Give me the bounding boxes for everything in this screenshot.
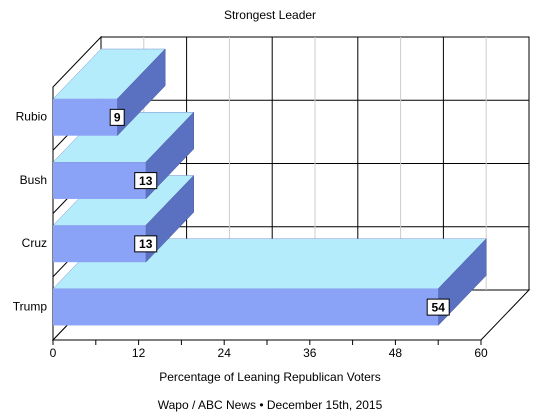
value-label: 9 (114, 111, 121, 125)
bar (53, 99, 118, 136)
y-tick-label: Cruz (22, 236, 47, 250)
x-axis-label: Percentage of Leaning Republican Voters (159, 370, 381, 384)
y-tick-label: Rubio (16, 110, 48, 124)
y-tick-label: Trump (13, 299, 48, 313)
value-label: 13 (139, 237, 153, 251)
x-tick-label: 36 (303, 346, 317, 360)
x-tick-label: 24 (218, 346, 232, 360)
bar (53, 288, 439, 326)
value-label: 54 (432, 300, 446, 314)
value-label-box (134, 172, 158, 190)
x-tick-label: 60 (474, 346, 488, 360)
chart-title: Strongest Leader (224, 8, 316, 22)
value-label: 13 (139, 174, 153, 188)
value-label-box (426, 298, 450, 316)
bar (53, 225, 146, 263)
value-label-box (134, 235, 158, 253)
x-tick-label: 0 (50, 346, 57, 360)
y-tick-label: Bush (20, 173, 47, 187)
x-tick-label: 48 (389, 346, 403, 360)
x-tick-label: 12 (132, 346, 146, 360)
source: Wapo / ABC News • December 15th, 2015 (158, 398, 383, 412)
bar (53, 162, 146, 199)
value-label-box (109, 108, 125, 126)
